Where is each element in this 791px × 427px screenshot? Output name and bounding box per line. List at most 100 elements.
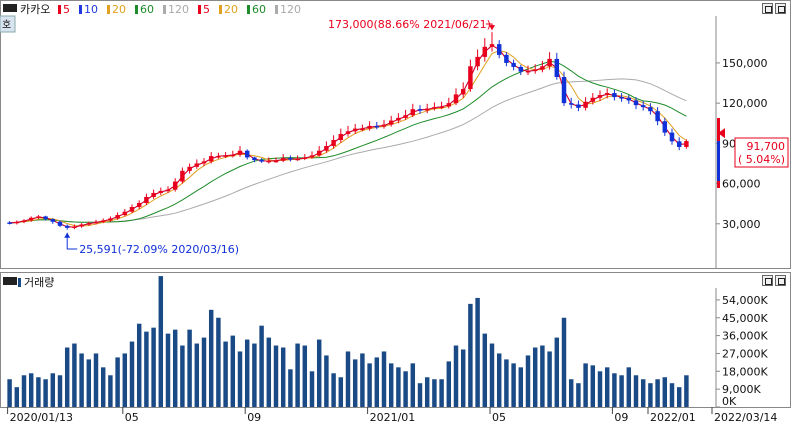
current-price-value: 91,700 xyxy=(747,140,786,153)
candle-body xyxy=(64,225,70,228)
candle xyxy=(280,154,286,163)
volume-bar xyxy=(295,343,300,407)
candle xyxy=(676,137,682,151)
volume-bar xyxy=(403,371,408,407)
candle-body xyxy=(216,156,221,158)
candle-body xyxy=(482,46,488,57)
candle-body xyxy=(388,120,394,125)
candle-body xyxy=(367,125,372,129)
candle xyxy=(511,59,516,71)
volume-bar xyxy=(172,329,178,407)
volume-bar xyxy=(21,375,27,407)
volume-bar xyxy=(684,375,689,407)
price-pane-collapse-icon[interactable] xyxy=(3,4,17,12)
candle xyxy=(583,97,588,111)
candle-body xyxy=(295,158,300,161)
ma-legend-swatch-2 xyxy=(107,5,110,14)
price-axis-label: 150,000 xyxy=(722,57,768,70)
candle-body xyxy=(540,66,545,70)
candle xyxy=(252,156,257,163)
volume-bar xyxy=(489,343,495,407)
volume-pane-restore-button[interactable] xyxy=(762,275,773,286)
volume-bar xyxy=(324,355,329,407)
candle xyxy=(230,150,236,158)
current-price-box xyxy=(734,137,789,168)
candle-body xyxy=(496,44,502,55)
low-annotation-line xyxy=(66,232,78,250)
candle xyxy=(64,224,70,230)
volume-bar xyxy=(475,297,480,407)
ma20-line xyxy=(9,50,687,227)
volume-bar xyxy=(230,335,236,407)
candle-body xyxy=(439,106,444,108)
candle xyxy=(259,158,264,163)
candle xyxy=(367,121,372,131)
candle-body xyxy=(50,219,56,222)
candle-body xyxy=(669,132,675,142)
candle-body xyxy=(36,216,41,218)
volume-bar xyxy=(669,383,675,407)
candle xyxy=(626,95,632,104)
volume-bar xyxy=(122,353,128,407)
candle-body xyxy=(14,221,20,224)
candle-body xyxy=(93,221,99,224)
price-pane-maximize-button[interactable] xyxy=(775,3,786,14)
candle-body xyxy=(676,141,682,147)
volume-bar xyxy=(259,325,264,407)
candle-body xyxy=(655,111,660,122)
candle-body xyxy=(453,94,459,104)
volume-bar xyxy=(662,377,668,407)
candle xyxy=(14,220,20,225)
candle xyxy=(648,103,653,115)
volume-bar xyxy=(604,367,610,407)
volume-axis-label: 9,000K xyxy=(722,383,761,396)
candle xyxy=(612,89,617,101)
candle xyxy=(640,101,646,111)
candle xyxy=(482,38,488,62)
volume-bar xyxy=(597,371,603,407)
candle xyxy=(72,224,77,230)
candle xyxy=(43,215,48,221)
volume-pane-maximize-button[interactable] xyxy=(775,275,786,286)
volume-bar xyxy=(7,379,12,407)
volume-bar xyxy=(316,339,322,407)
low-annotation-arrow xyxy=(64,232,71,238)
candle-body xyxy=(417,109,423,111)
volume-bar xyxy=(100,367,106,407)
volume-bar xyxy=(439,379,444,407)
candle-body xyxy=(475,56,480,67)
candle xyxy=(532,64,538,74)
candle-body xyxy=(201,161,207,164)
candle-body xyxy=(568,103,574,105)
volume-bar xyxy=(396,367,401,407)
candle xyxy=(237,146,243,157)
candle-body xyxy=(626,97,632,101)
candle-body xyxy=(374,125,380,128)
ma-legend-label-4: 120 xyxy=(168,3,189,16)
candle-body xyxy=(583,101,588,108)
volume-bar xyxy=(280,347,286,407)
candle xyxy=(115,212,120,220)
price-axis-label: 30,000 xyxy=(722,218,761,231)
volume-bar xyxy=(50,373,56,407)
candle xyxy=(108,216,113,222)
candle-body xyxy=(597,95,603,98)
candle-body xyxy=(259,160,264,162)
candle-body xyxy=(331,140,336,147)
ma-legend-swatch-3 xyxy=(135,5,138,14)
candle-body xyxy=(302,157,308,159)
volume-pane-collapse-icon[interactable] xyxy=(3,277,17,285)
volume-bar xyxy=(561,317,567,407)
volume-bar xyxy=(576,383,581,407)
candle xyxy=(655,107,660,126)
volume-bar xyxy=(568,379,574,407)
candle xyxy=(475,49,480,71)
volume-axis-label: 45,000K xyxy=(722,312,768,325)
candle-body xyxy=(180,170,185,182)
low-annotation: 25,591(-72.09% 2020/03/16) xyxy=(79,243,239,256)
volume-bar xyxy=(388,363,394,407)
candle xyxy=(194,159,200,169)
ma-legend-swatch-4 xyxy=(163,5,166,14)
price-pane-restore-button[interactable] xyxy=(762,3,773,14)
candle xyxy=(331,135,336,149)
